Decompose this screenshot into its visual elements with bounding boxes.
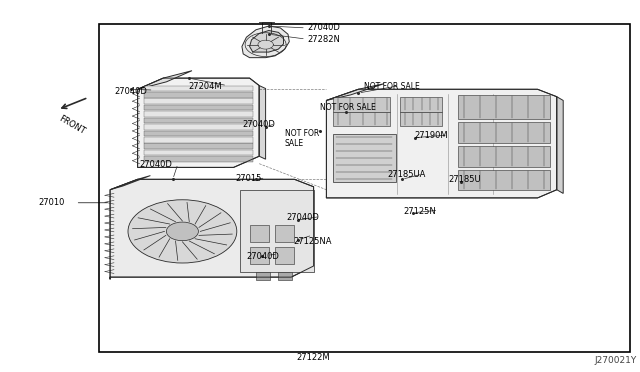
Polygon shape [333,112,390,126]
Polygon shape [138,78,259,167]
Text: NOT FOR SALE: NOT FOR SALE [320,103,376,112]
Circle shape [166,222,198,241]
Bar [275,225,294,242]
Text: 27040D: 27040D [246,252,279,261]
Text: 27040D: 27040D [242,120,275,129]
Polygon shape [110,176,150,190]
Text: 27185U: 27185U [448,175,481,184]
Polygon shape [458,95,550,119]
Text: 27122M: 27122M [297,353,330,362]
Polygon shape [144,131,253,136]
Text: 27125NA: 27125NA [293,237,332,246]
Text: 27015: 27015 [236,174,262,183]
Text: FRONT: FRONT [57,113,86,136]
Polygon shape [144,111,253,117]
Polygon shape [144,143,253,149]
Text: 27040D: 27040D [140,160,172,169]
Polygon shape [144,156,253,162]
Text: 27125N: 27125N [403,207,436,216]
Polygon shape [138,71,192,89]
Bar [250,225,269,242]
Text: 27040D: 27040D [114,87,147,96]
Polygon shape [144,124,253,130]
Polygon shape [400,112,442,126]
Text: 27040D: 27040D [307,23,340,32]
Polygon shape [144,99,253,104]
Polygon shape [250,31,284,52]
Text: 27185UA: 27185UA [387,170,426,179]
Polygon shape [326,89,557,198]
Text: 27040D: 27040D [287,213,319,222]
Bar [250,247,269,264]
Polygon shape [326,84,384,100]
Text: NOT FOR
SALE: NOT FOR SALE [285,129,319,148]
Polygon shape [458,146,550,167]
Circle shape [128,200,237,263]
Bar [275,247,294,264]
Polygon shape [400,97,442,112]
Text: J270021Y: J270021Y [595,356,637,365]
Polygon shape [458,170,550,190]
Polygon shape [458,122,550,143]
Polygon shape [144,105,253,110]
Text: 27282N: 27282N [307,35,340,44]
Text: 27190M: 27190M [415,131,449,140]
Polygon shape [333,97,390,112]
Bar [99,24,630,352]
Bar [256,272,270,280]
Bar [278,272,292,280]
Polygon shape [557,97,563,193]
Polygon shape [144,86,253,91]
Polygon shape [240,190,314,272]
Polygon shape [259,86,266,159]
Polygon shape [144,137,253,142]
Polygon shape [110,179,314,279]
Polygon shape [333,134,396,182]
Text: 27010: 27010 [38,198,65,207]
Polygon shape [144,150,253,155]
Polygon shape [144,118,253,123]
Text: NOT FOR SALE: NOT FOR SALE [364,82,419,91]
Text: 27204M: 27204M [189,82,223,91]
Polygon shape [144,92,253,97]
Polygon shape [242,26,289,58]
